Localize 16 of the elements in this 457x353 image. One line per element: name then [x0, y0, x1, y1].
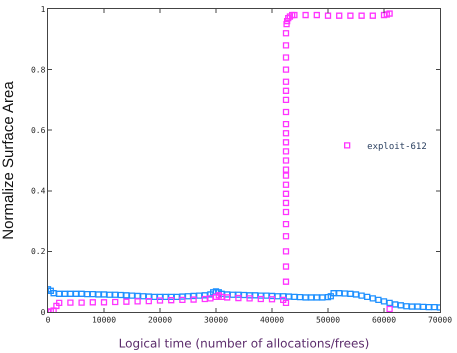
- x-tick-label: 60000: [372, 316, 396, 325]
- y-tick-label: 1: [40, 4, 46, 14]
- y-tick-label: 0.4: [30, 186, 46, 196]
- x-axis-title: Logical time (number of allocations/frees): [118, 336, 370, 350]
- x-tick-label: 40000: [260, 316, 284, 325]
- y-tick-label: 0: [40, 308, 46, 317]
- x-tick-label: 30000: [204, 316, 228, 325]
- y-tick-label: 0.6: [30, 126, 46, 135]
- x-tick-label: 50000: [316, 316, 340, 325]
- x-tick-label: 10000: [92, 316, 116, 325]
- y-tick-label: 0.8: [30, 65, 46, 74]
- x-tick-label: 70000: [428, 316, 452, 325]
- y-tick-label: 0.2: [30, 247, 46, 256]
- y-axis-title: Normalize Surface Area: [0, 80, 17, 240]
- legend-label: exploit-612: [367, 142, 427, 152]
- x-tick-label: 20000: [148, 316, 172, 325]
